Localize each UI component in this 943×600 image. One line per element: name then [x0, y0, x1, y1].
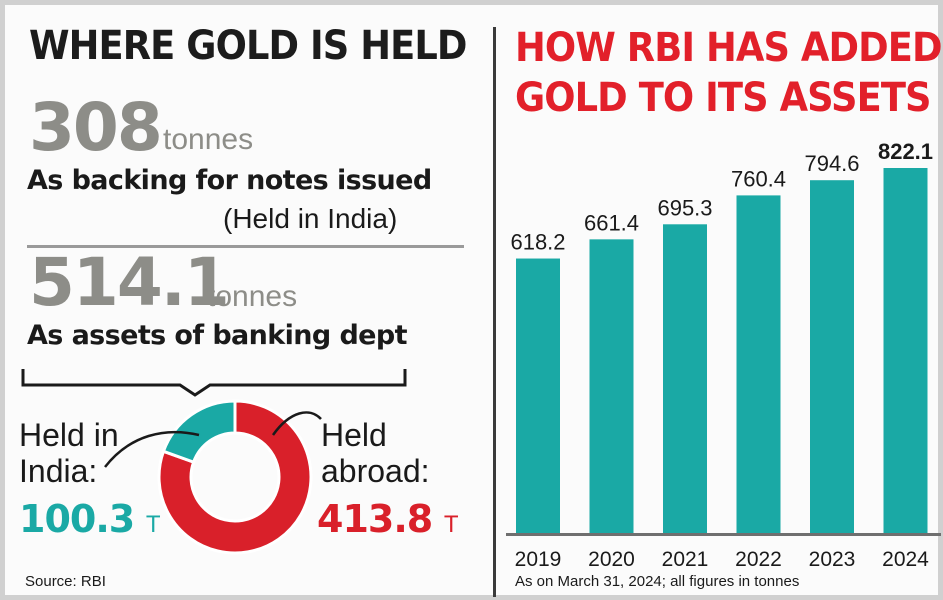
donut-slice-india	[161, 399, 237, 465]
stat-divider	[27, 245, 464, 248]
right-headline-line1: HOW RBI HAS ADDED	[515, 25, 943, 71]
bar-value-label: 822.1	[878, 139, 933, 164]
india-label-line2: India:	[19, 453, 98, 489]
bar-2020	[589, 239, 634, 533]
india-label: Held in India:	[19, 417, 119, 489]
india-value-unit: T	[146, 513, 159, 538]
panel-divider	[493, 27, 496, 597]
bar-value-label: 661.4	[584, 210, 639, 235]
bar-2022	[736, 195, 781, 533]
abroad-label: Held abroad:	[321, 417, 430, 489]
abroad-label-line2: abroad:	[321, 453, 430, 489]
india-value-number: 100.3	[19, 497, 135, 541]
bar-value-label: 695.3	[657, 195, 712, 220]
stat-banking-dept: 514.1 tonnes As assets of banking dept	[27, 244, 467, 360]
split-diagram	[21, 369, 407, 555]
leader-line-abroad	[271, 411, 322, 436]
stat-notes-note: (Held in India)	[223, 203, 398, 234]
x-tick-label: 2022	[735, 548, 782, 571]
bar-2019	[516, 258, 560, 533]
bar-value-label: 794.6	[804, 151, 859, 176]
bar-2024	[883, 168, 928, 533]
abroad-value: 413.8 T	[317, 497, 458, 541]
stat-banking-unit: tonnes	[207, 280, 298, 313]
stat-notes-desc: As backing for notes issued	[27, 165, 432, 196]
stat-notes-backing: 308 tonnes As backing for notes issued (…	[27, 89, 467, 245]
bar-2021	[663, 224, 707, 533]
donut-slice-abroad	[157, 399, 313, 555]
stat-banking-value: 514.1	[29, 244, 230, 321]
india-value: 100.3 T	[19, 497, 160, 541]
india-label-line1: Held in	[19, 417, 119, 453]
stat-banking-desc: As assets of banking dept	[27, 320, 408, 351]
right-headline: HOW RBI HAS ADDED GOLD TO ITS ASSETS	[515, 23, 943, 123]
abroad-value-unit: T	[444, 513, 457, 538]
chart-footnote: As on March 31, 2024; all figures in ton…	[515, 573, 800, 590]
left-headline: WHERE GOLD IS HELD	[29, 23, 467, 69]
abroad-value-number: 413.8	[317, 497, 433, 541]
x-tick-label: 2024	[882, 548, 929, 571]
x-tick-label: 2021	[662, 548, 709, 571]
donut-chart	[157, 399, 313, 555]
x-tick-label: 2020	[588, 548, 635, 571]
bar-chart: 618.2 2019 661.4 2020 695.3 2021 760.4 2022 794.…	[506, 139, 941, 571]
abroad-label-line1: Held	[321, 417, 387, 453]
right-headline-line2: GOLD TO ITS ASSETS	[515, 75, 932, 121]
bar-value-label: 618.2	[510, 230, 565, 255]
bracket-line	[21, 369, 407, 397]
source-note: Source: RBI	[25, 573, 106, 590]
bar-value-label: 760.4	[731, 166, 786, 191]
bar-2023	[810, 180, 854, 533]
stat-notes-unit: tonnes	[163, 123, 254, 156]
x-tick-label: 2019	[515, 548, 562, 571]
stat-notes-value: 308	[29, 89, 163, 166]
x-tick-label: 2023	[809, 548, 856, 571]
leader-line-india	[104, 430, 200, 468]
